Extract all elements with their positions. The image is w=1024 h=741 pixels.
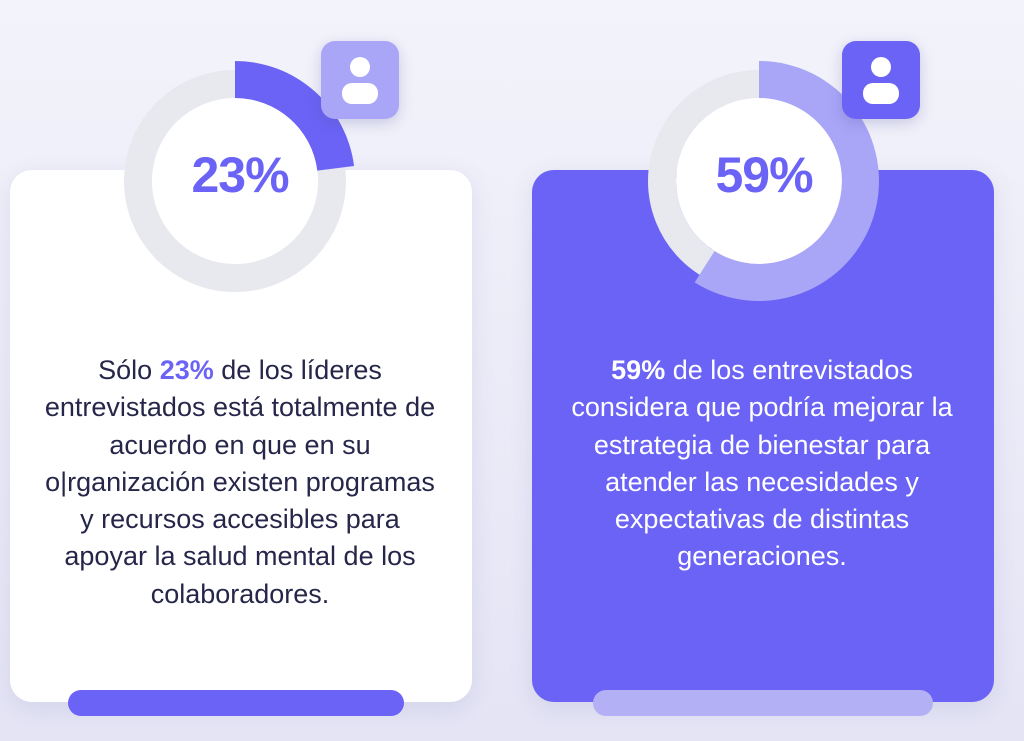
donut-chart-right — [648, 61, 879, 301]
user-icon — [863, 57, 899, 104]
donut-chart-left — [124, 61, 355, 292]
user-profile-button-left[interactable] — [321, 41, 399, 119]
description-body-left: de los líderes entrevistados está totalm… — [44, 355, 436, 609]
highlight-percentage-right: 59% — [611, 355, 666, 385]
highlight-percentage-left: 23% — [159, 355, 214, 385]
description-prefix-left: Sólo — [98, 355, 160, 385]
description-text-left: Sólo 23% de los líderes entrevistados es… — [40, 352, 440, 613]
user-icon — [342, 57, 378, 104]
percentage-value-right: 59% — [715, 147, 813, 203]
user-profile-button-right[interactable] — [842, 41, 920, 119]
card-footer-bar-right — [593, 690, 933, 716]
description-text-right: 59% de los entrevistados considera que p… — [552, 352, 972, 576]
donut-inner-left — [152, 98, 318, 264]
description-body-right: de los entrevistados considera que podrí… — [571, 355, 953, 572]
percentage-value-left: 23% — [191, 147, 289, 203]
donut-segment-left — [235, 61, 355, 171]
donut-segment-right — [694, 61, 879, 301]
donut-inner-right — [676, 98, 842, 264]
card-footer-bar-left — [68, 690, 404, 716]
